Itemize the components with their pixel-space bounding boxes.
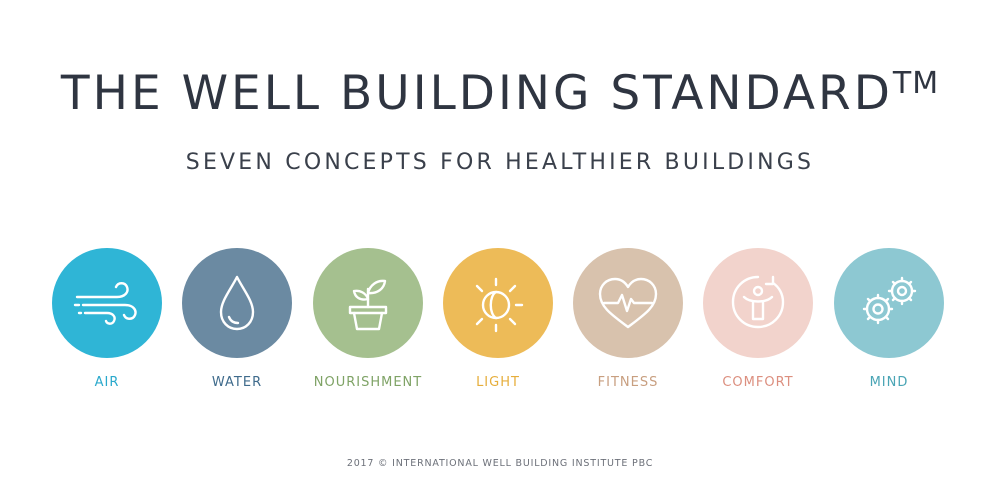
concept-mind-label: MIND bbox=[869, 375, 909, 390]
concept-light-circle bbox=[443, 248, 553, 358]
concept-fitness-label: FITNESS bbox=[597, 375, 659, 390]
concept-water-circle bbox=[182, 248, 292, 358]
concept-air-circle bbox=[52, 248, 162, 358]
trademark-symbol: TM bbox=[892, 66, 940, 101]
gear-icon bbox=[862, 293, 894, 325]
title-text: THE WELL BUILDING STANDARD bbox=[60, 66, 893, 121]
person-refresh-icon bbox=[731, 275, 785, 329]
plant-pot-icon bbox=[348, 279, 388, 331]
concept-comfort-circle bbox=[703, 248, 813, 358]
copyright-footer: 2017 © INTERNATIONAL WELL BUILDING INSTI… bbox=[346, 458, 654, 469]
concept-mind-circle bbox=[834, 248, 944, 358]
page-title: THE WELL BUILDING STANDARDTM bbox=[0, 66, 1000, 121]
concept-fitness-circle bbox=[573, 248, 683, 358]
concept-nourishment: NOURISHMENT bbox=[308, 248, 428, 390]
gears-icon bbox=[862, 276, 917, 325]
water-drop-icon bbox=[219, 275, 255, 331]
concept-fitness: FITNESS bbox=[568, 248, 688, 390]
sun-icon bbox=[475, 277, 524, 333]
concept-comfort: COMFORT bbox=[698, 248, 818, 390]
wind-icon bbox=[73, 282, 137, 325]
concept-nourishment-label: NOURISHMENT bbox=[313, 375, 423, 390]
concept-water-label: WATER bbox=[211, 375, 263, 390]
heart-pulse-icon bbox=[598, 277, 658, 329]
concept-light: LIGHT bbox=[438, 248, 558, 390]
concept-mind: MIND bbox=[829, 248, 949, 390]
concept-air: AIR bbox=[47, 248, 167, 390]
concept-light-label: LIGHT bbox=[476, 375, 520, 390]
gear-icon bbox=[887, 276, 917, 306]
concept-nourishment-circle bbox=[313, 248, 423, 358]
concept-comfort-label: COMFORT bbox=[722, 375, 794, 390]
concept-air-label: AIR bbox=[94, 375, 120, 390]
page-subtitle: SEVEN CONCEPTS FOR HEALTHIER BUILDINGS bbox=[185, 150, 815, 175]
concept-water: WATER bbox=[177, 248, 297, 390]
